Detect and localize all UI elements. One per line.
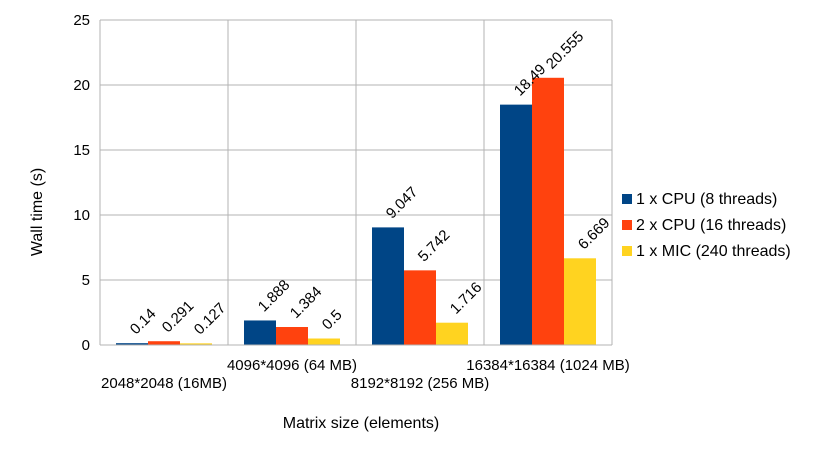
gridlines [99, 19, 613, 346]
data-label: 0.291 [159, 297, 198, 336]
y-tick-label: 5 [82, 272, 90, 289]
bar [564, 258, 596, 345]
data-label: 9.047 [383, 184, 422, 223]
y-tick-label: 20 [73, 77, 90, 94]
x-tick-label: 16384*16384 (1024 MB) [466, 357, 629, 374]
data-label: 5.742 [415, 227, 454, 266]
data-label: 0.5 [319, 307, 346, 334]
bar [372, 227, 404, 345]
y-tick-label: 0 [82, 337, 90, 354]
data-label: 0.127 [191, 300, 230, 339]
legend-swatch [622, 246, 632, 256]
data-label: 1.716 [447, 279, 486, 318]
x-tick-label: 4096*4096 (64 MB) [227, 357, 357, 374]
bar [532, 77, 564, 345]
data-label: 0.14 [127, 305, 160, 338]
legend: 1 x CPU (8 threads) 2 x CPU (16 threads) 1… [622, 191, 791, 260]
x-tick-label: 8192*8192 (256 MB) [351, 375, 489, 392]
data-label: 20.555 [543, 28, 587, 72]
legend-swatch [622, 220, 632, 230]
y-tick-label: 25 [73, 12, 90, 29]
x-tick-label: 2048*2048 (16MB) [101, 375, 227, 392]
bar [500, 104, 532, 345]
data-label: 6.669 [575, 215, 614, 254]
bar [148, 341, 180, 345]
y-tick-label: 10 [73, 207, 90, 224]
legend-entry: 1 x MIC (240 threads) [636, 243, 791, 260]
bar [116, 343, 148, 345]
x-axis-title: Matrix size (elements) [283, 415, 439, 432]
x-tick-labels: 2048*2048 (16MB)4096*4096 (64 MB)8192*81… [101, 357, 630, 392]
y-axis-title: Wall time (s) [29, 168, 46, 256]
bar [244, 320, 276, 345]
bar [436, 322, 468, 345]
bar [404, 270, 436, 345]
bar [276, 327, 308, 345]
bars [116, 77, 596, 345]
bar [308, 338, 340, 345]
legend-swatch [622, 194, 632, 204]
legend-entry: 1 x CPU (8 threads) [636, 191, 777, 208]
y-tick-labels: 0 5 10 15 20 25 [73, 12, 90, 354]
legend-entry: 2 x CPU (16 threads) [636, 217, 786, 234]
bar [180, 343, 212, 345]
axes [99, 20, 612, 346]
y-tick-label: 15 [73, 142, 90, 159]
